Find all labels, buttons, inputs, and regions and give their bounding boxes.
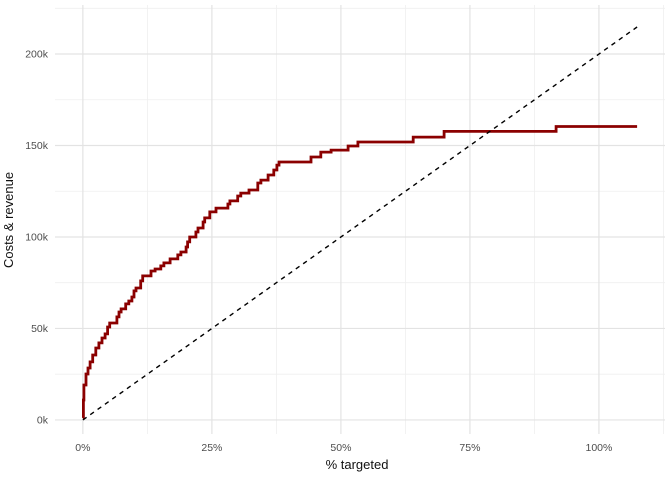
y-tick-label: 150k bbox=[25, 140, 49, 152]
x-axis-title: % targeted bbox=[326, 457, 389, 472]
y-tick-label: 0k bbox=[37, 414, 49, 426]
y-tick-label: 200k bbox=[25, 49, 49, 61]
series-lines bbox=[82, 26, 638, 421]
x-tick-label: 100% bbox=[586, 442, 613, 454]
cost-baseline-dashed-line bbox=[82, 26, 638, 421]
y-tick-label: 100k bbox=[25, 231, 49, 243]
x-tick-label: 50% bbox=[330, 442, 351, 454]
y-tick-labels: 0k 50k 100k 150k 200k bbox=[25, 49, 49, 427]
x-tick-label: 0% bbox=[75, 442, 90, 454]
y-tick-label: 50k bbox=[31, 323, 49, 335]
y-axis-title: Costs & revenue bbox=[1, 172, 16, 268]
cumulative-revenue-step-curve bbox=[82, 125, 638, 420]
major-gridlines bbox=[55, 5, 665, 434]
x-tick-label: 75% bbox=[459, 442, 480, 454]
x-tick-labels: 0% 25% 50% 75% 100% bbox=[75, 442, 612, 454]
minor-gridlines bbox=[55, 5, 665, 434]
x-tick-label: 25% bbox=[201, 442, 222, 454]
